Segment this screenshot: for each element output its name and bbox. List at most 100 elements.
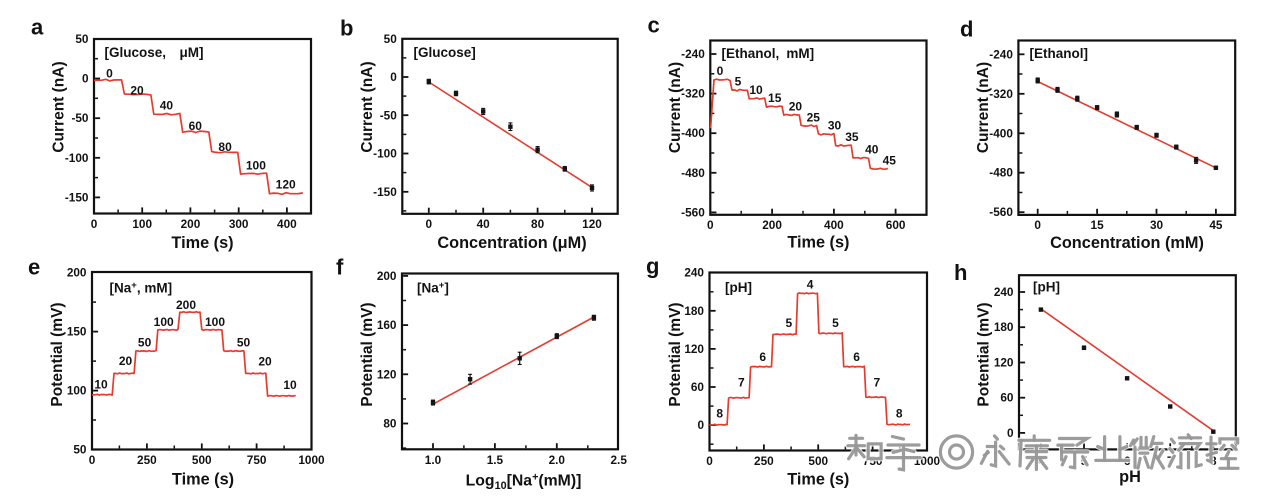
svg-text:60: 60 xyxy=(691,380,705,394)
svg-text:7: 7 xyxy=(738,375,745,389)
svg-text:[Glucose, μM]: [Glucose, μM] xyxy=(105,45,204,60)
svg-text:40: 40 xyxy=(865,142,879,156)
svg-text:g: g xyxy=(646,254,659,279)
svg-text:[Glucose]: [Glucose] xyxy=(414,45,476,60)
svg-text:c: c xyxy=(648,12,660,37)
svg-text:60: 60 xyxy=(1000,391,1014,405)
svg-text:[Na+]: [Na+] xyxy=(417,280,449,296)
svg-text:200: 200 xyxy=(67,266,87,280)
svg-text:60: 60 xyxy=(189,119,203,133)
svg-text:80: 80 xyxy=(531,217,545,231)
svg-text:250: 250 xyxy=(754,454,774,468)
svg-text:-240: -240 xyxy=(681,47,705,61)
svg-text:160: 160 xyxy=(377,318,397,332)
svg-text:200: 200 xyxy=(176,298,196,312)
svg-text:Log10[Na+(mM)]: Log10[Na+(mM)] xyxy=(466,471,582,492)
svg-text:4: 4 xyxy=(807,278,814,292)
svg-text:40: 40 xyxy=(477,217,491,231)
svg-text:Current (nA): Current (nA) xyxy=(667,62,684,153)
svg-text:-50: -50 xyxy=(71,111,88,125)
svg-text:20: 20 xyxy=(130,84,144,98)
svg-text:[pH]: [pH] xyxy=(1033,280,1060,295)
svg-text:-240: -240 xyxy=(989,47,1013,61)
svg-text:Time (s): Time (s) xyxy=(171,234,233,252)
svg-text:0: 0 xyxy=(707,218,714,232)
svg-text:50: 50 xyxy=(73,443,87,457)
svg-text:100: 100 xyxy=(205,315,225,329)
svg-text:-560: -560 xyxy=(681,205,705,219)
svg-text:100: 100 xyxy=(132,217,152,231)
svg-text:Potential (mV): Potential (mV) xyxy=(49,302,66,406)
svg-text:Potential (mV): Potential (mV) xyxy=(359,302,376,406)
svg-text:50: 50 xyxy=(138,336,152,350)
svg-text:500: 500 xyxy=(192,453,212,467)
svg-text:120: 120 xyxy=(276,178,296,192)
svg-text:150: 150 xyxy=(67,325,87,339)
svg-text:1.0: 1.0 xyxy=(425,453,442,467)
svg-text:600: 600 xyxy=(886,218,906,232)
svg-text:-480: -480 xyxy=(681,166,705,180)
svg-text:-100: -100 xyxy=(65,151,89,165)
svg-text:Potential (mV): Potential (mV) xyxy=(976,302,993,406)
svg-text:-560: -560 xyxy=(989,205,1013,219)
svg-text:250: 250 xyxy=(137,453,157,467)
svg-text:0: 0 xyxy=(706,454,713,468)
svg-text:240: 240 xyxy=(994,285,1014,299)
svg-text:5: 5 xyxy=(832,316,839,330)
svg-text:120: 120 xyxy=(994,355,1014,369)
svg-text:50: 50 xyxy=(384,32,398,46)
svg-text:0: 0 xyxy=(1034,218,1041,232)
svg-text:1000: 1000 xyxy=(298,453,325,467)
svg-text:d: d xyxy=(960,17,973,42)
svg-text:120: 120 xyxy=(582,217,602,231)
svg-text:[Na+, mM]: [Na+, mM] xyxy=(110,280,173,296)
svg-text:10: 10 xyxy=(283,378,297,392)
svg-text:0: 0 xyxy=(717,64,724,78)
svg-text:15: 15 xyxy=(1091,218,1105,232)
svg-text:25: 25 xyxy=(807,110,821,124)
svg-text:750: 750 xyxy=(247,453,267,467)
svg-text:50: 50 xyxy=(75,32,89,46)
svg-text:45: 45 xyxy=(883,153,897,167)
svg-text:400: 400 xyxy=(824,218,844,232)
svg-text:pH: pH xyxy=(1119,468,1141,486)
svg-text:200: 200 xyxy=(181,217,201,231)
svg-text:300: 300 xyxy=(229,217,249,231)
svg-text:Time (s): Time (s) xyxy=(172,471,234,489)
svg-text:-480: -480 xyxy=(989,166,1013,180)
svg-text:e: e xyxy=(28,255,40,280)
svg-text:5: 5 xyxy=(735,75,742,89)
svg-text:5: 5 xyxy=(785,316,792,330)
svg-text:120: 120 xyxy=(684,342,704,356)
svg-text:20: 20 xyxy=(789,99,803,113)
svg-text:100: 100 xyxy=(154,315,174,329)
svg-text:120: 120 xyxy=(377,367,397,381)
svg-text:Current (nA): Current (nA) xyxy=(359,61,376,152)
svg-text:f: f xyxy=(336,255,344,280)
svg-text:240: 240 xyxy=(684,266,704,280)
svg-text:0: 0 xyxy=(89,453,96,467)
svg-text:[pH]: [pH] xyxy=(725,280,752,295)
svg-text:Current (nA): Current (nA) xyxy=(975,62,992,153)
svg-text:-400: -400 xyxy=(681,126,705,140)
svg-text:-320: -320 xyxy=(989,87,1013,101)
svg-text:-50: -50 xyxy=(380,108,397,122)
svg-text:0: 0 xyxy=(106,67,113,81)
svg-text:45: 45 xyxy=(1209,218,1223,232)
svg-text:0: 0 xyxy=(426,217,433,231)
svg-text:0: 0 xyxy=(1007,426,1014,440)
svg-text:-400: -400 xyxy=(989,126,1013,140)
svg-text:40: 40 xyxy=(160,99,174,113)
svg-text:50: 50 xyxy=(237,336,251,350)
svg-text:200: 200 xyxy=(377,269,397,283)
svg-text:10: 10 xyxy=(94,377,108,391)
svg-text:8: 8 xyxy=(716,407,723,421)
svg-text:400: 400 xyxy=(277,217,297,231)
svg-text:30: 30 xyxy=(1150,218,1164,232)
svg-text:80: 80 xyxy=(383,417,397,431)
svg-text:Current (nA): Current (nA) xyxy=(51,61,68,152)
svg-text:Concentration (mM): Concentration (mM) xyxy=(1050,234,1204,252)
svg-text:[Ethanol]: [Ethanol] xyxy=(1030,46,1089,61)
svg-text:0: 0 xyxy=(390,70,397,84)
svg-text:8: 8 xyxy=(896,407,903,421)
